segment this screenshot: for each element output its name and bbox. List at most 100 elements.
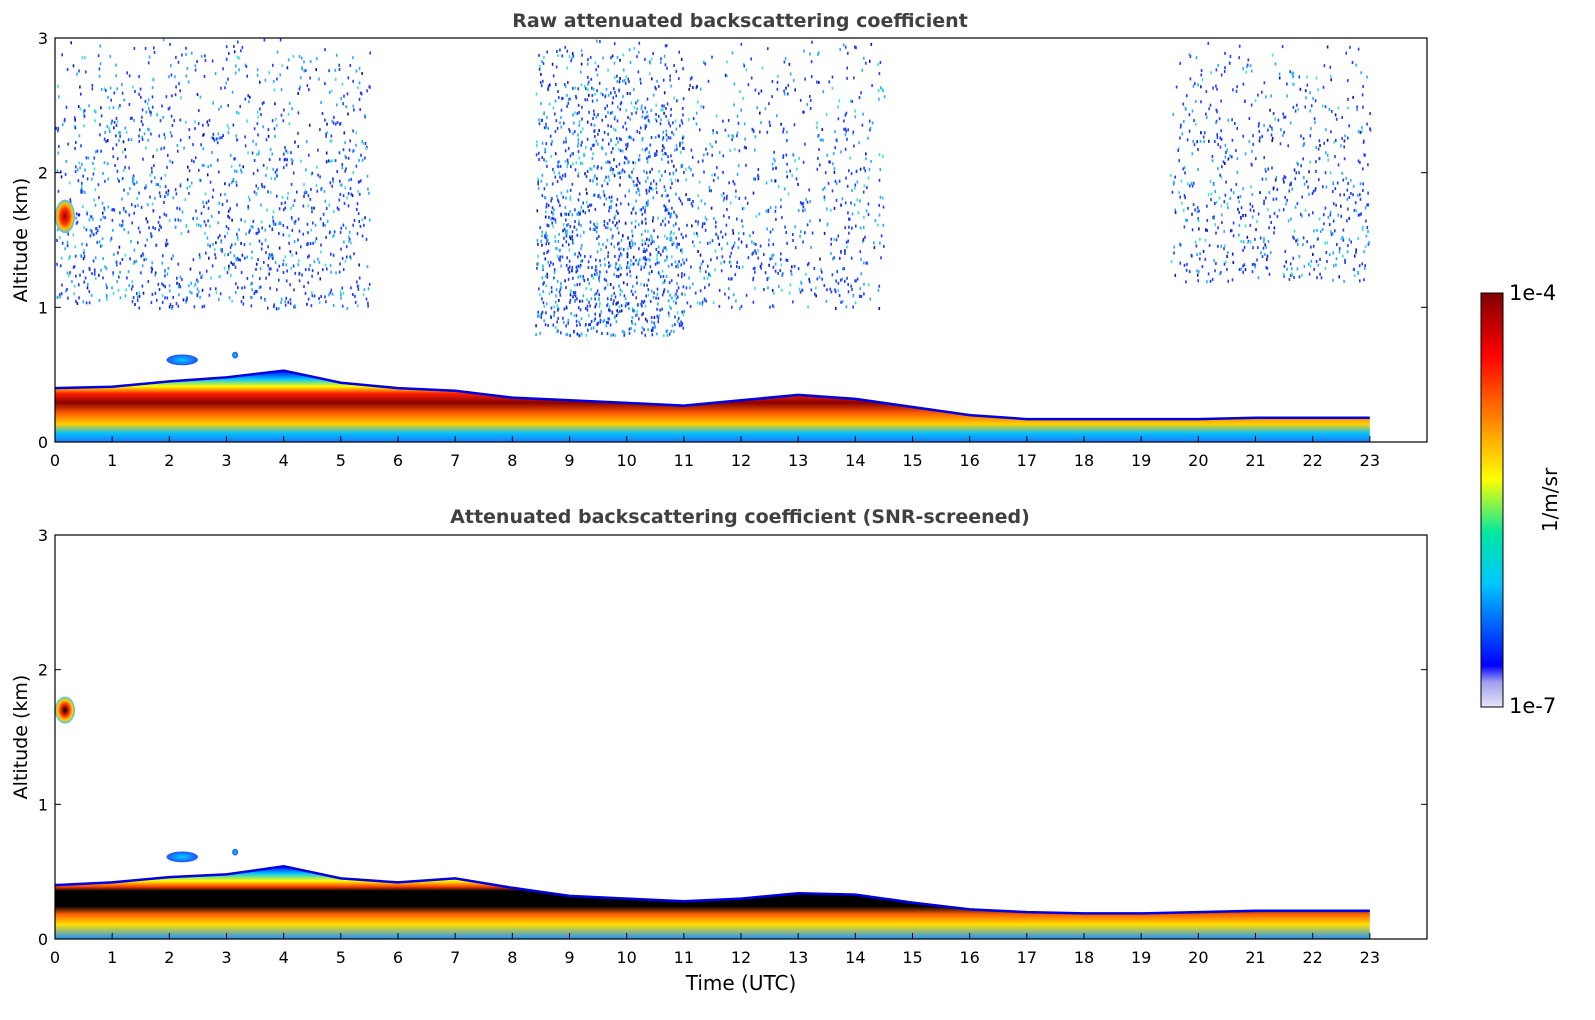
noise-speckle — [278, 222, 280, 226]
noise-speckle — [265, 276, 267, 280]
noise-speckle — [865, 61, 867, 65]
x-tick-label: 14 — [845, 451, 865, 470]
noise-speckle — [1284, 196, 1286, 199]
noise-speckle — [191, 51, 193, 55]
noise-speckle — [662, 144, 664, 148]
noise-speckle — [351, 194, 354, 198]
noise-speckle — [711, 239, 714, 243]
noise-speckle — [1186, 262, 1188, 266]
noise-speckle — [1236, 85, 1238, 89]
noise-speckle — [248, 230, 250, 234]
noise-speckle — [1330, 74, 1332, 78]
noise-speckle — [668, 314, 670, 318]
noise-speckle — [304, 190, 307, 194]
noise-speckle — [232, 123, 235, 127]
noise-speckle — [244, 144, 247, 148]
noise-speckle — [794, 225, 796, 229]
noise-speckle — [789, 169, 791, 173]
noise-speckle — [164, 136, 166, 140]
noise-speckle — [136, 180, 138, 184]
noise-speckle — [104, 265, 106, 269]
noise-speckle — [636, 107, 638, 111]
noise-speckle — [819, 138, 822, 142]
noise-speckle — [237, 237, 239, 241]
noise-speckle — [775, 217, 777, 221]
noise-speckle — [105, 283, 107, 287]
noise-speckle — [1273, 231, 1275, 235]
noise-speckle — [610, 242, 613, 246]
noise-speckle — [834, 288, 836, 292]
noise-speckle — [590, 320, 593, 323]
noise-speckle — [645, 171, 648, 175]
noise-speckle — [1184, 171, 1186, 175]
noise-speckle — [648, 272, 651, 276]
noise-speckle — [1206, 229, 1208, 232]
noise-speckle — [288, 241, 290, 245]
noise-speckle — [276, 288, 278, 292]
noise-speckle — [735, 299, 737, 303]
noise-speckle — [1341, 136, 1343, 140]
noise-speckle — [847, 51, 849, 55]
noise-speckle — [599, 314, 601, 318]
noise-speckle — [330, 270, 332, 274]
noise-speckle — [1192, 140, 1194, 143]
noise-speckle — [877, 288, 880, 292]
noise-speckle — [589, 227, 591, 231]
noise-speckle — [628, 48, 631, 52]
noise-speckle — [1345, 177, 1347, 180]
noise-speckle — [538, 53, 540, 57]
noise-speckle — [366, 174, 369, 178]
noise-speckle — [272, 222, 275, 226]
noise-speckle — [576, 268, 579, 272]
noise-speckle — [1274, 117, 1276, 121]
noise-speckle — [537, 177, 539, 181]
noise-speckle — [661, 307, 663, 311]
noise-speckle — [816, 80, 818, 84]
noise-speckle — [185, 74, 188, 78]
noise-speckle — [653, 229, 655, 233]
noise-speckle — [771, 95, 773, 99]
noise-speckle — [866, 261, 868, 265]
noise-speckle — [655, 112, 657, 116]
noise-speckle — [752, 278, 754, 282]
noise-speckle — [627, 161, 629, 165]
noise-speckle — [536, 140, 538, 144]
noise-speckle — [200, 224, 202, 228]
noise-speckle — [546, 50, 548, 54]
noise-speckle — [236, 55, 239, 59]
noise-speckle — [846, 245, 848, 249]
noise-speckle — [150, 180, 153, 184]
noise-speckle — [1266, 266, 1269, 270]
noise-speckle — [154, 227, 156, 231]
noise-speckle — [666, 102, 669, 106]
noise-speckle — [590, 287, 592, 291]
noise-speckle — [690, 202, 693, 206]
noise-speckle — [550, 210, 553, 214]
noise-speckle — [715, 140, 717, 144]
noise-speckle — [1267, 128, 1269, 132]
noise-speckle — [1215, 200, 1218, 204]
noise-speckle — [601, 118, 603, 122]
noise-speckle — [661, 293, 664, 297]
noise-speckle — [188, 135, 191, 139]
noise-speckle — [580, 317, 583, 321]
noise-speckle — [546, 116, 548, 119]
noise-speckle — [555, 288, 558, 292]
noise-speckle — [121, 197, 123, 201]
noise-speckle — [1244, 224, 1247, 228]
panel-screened-x-ticks: 0 1 2 3 4 5 6 7 8 9 10 11 12 13 14 15 16 17 18 19 20 21 22 23 — [50, 933, 1380, 967]
noise-speckle — [75, 165, 77, 169]
noise-speckle — [1359, 197, 1362, 201]
noise-speckle — [857, 211, 860, 215]
noise-speckle — [1188, 270, 1191, 274]
noise-speckle — [1301, 214, 1303, 218]
noise-speckle — [643, 328, 645, 332]
noise-speckle — [290, 266, 293, 270]
noise-speckle — [654, 152, 656, 156]
noise-speckle — [78, 134, 81, 138]
noise-speckle — [178, 82, 180, 86]
noise-speckle — [252, 172, 255, 176]
panel-raw: Raw attenuated backscattering coefficien… — [10, 10, 1428, 470]
noise-speckle — [563, 121, 565, 125]
noise-speckle — [772, 167, 774, 171]
